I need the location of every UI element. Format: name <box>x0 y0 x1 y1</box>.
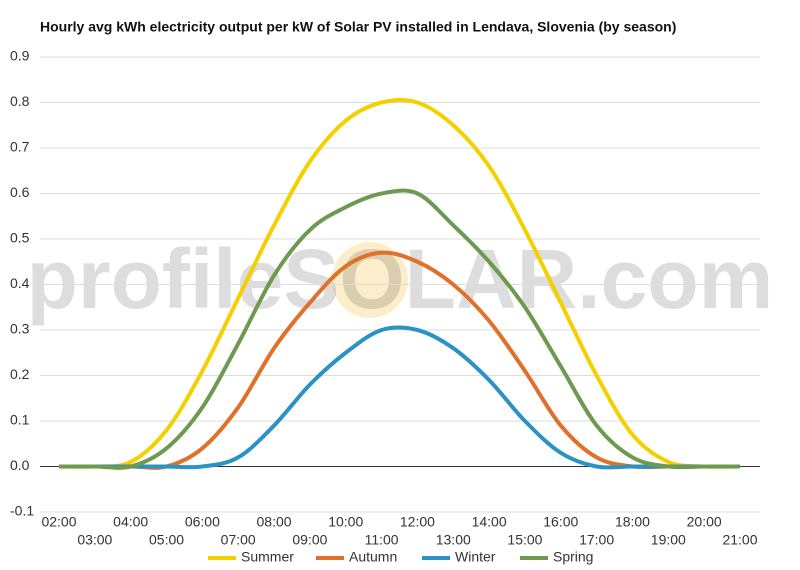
y-tick-label: 0.5 <box>10 230 30 246</box>
x-tick-label: 15:00 <box>507 532 542 548</box>
x-tick-label: 21:00 <box>722 532 757 548</box>
x-tick-label: 04:00 <box>113 514 148 530</box>
series-line <box>58 97 741 469</box>
x-tick-label: 14:00 <box>472 514 507 530</box>
x-tick-label: 05:00 <box>149 532 184 548</box>
series-line <box>59 188 740 470</box>
x-tick-label: 08:00 <box>257 514 292 530</box>
legend-label: Winter <box>455 549 496 565</box>
x-tick-label: 10:00 <box>328 514 363 530</box>
y-tick-label: 0.0 <box>10 457 30 473</box>
y-tick-label: 0.1 <box>10 412 30 428</box>
y-tick-label: 0.4 <box>10 275 30 291</box>
y-tick-label: -0.1 <box>10 503 34 519</box>
y-tick-label: 0.3 <box>10 321 30 337</box>
x-tick-label: 20:00 <box>687 514 722 530</box>
chart-title: Hourly avg kWh electricity output per kW… <box>40 19 676 35</box>
x-tick-label: 11:00 <box>365 532 399 548</box>
x-tick-label: 17:00 <box>579 532 614 548</box>
x-tick-label: 18:00 <box>615 514 650 530</box>
x-tick-label: 07:00 <box>221 532 256 548</box>
series-line <box>59 325 740 470</box>
x-tick-label: 12:00 <box>400 514 435 530</box>
legend-label: Spring <box>553 549 593 565</box>
y-tick-label: 0.7 <box>10 139 30 155</box>
legend-swatch <box>208 556 236 560</box>
legend-swatch <box>316 556 344 560</box>
watermark: profileSOLAR.com <box>27 232 774 326</box>
legend-label: Autumn <box>349 549 397 565</box>
legend-swatch <box>520 556 548 560</box>
x-tick-label: 03:00 <box>77 532 112 548</box>
x-tick-label: 16:00 <box>543 514 578 530</box>
legend-swatch <box>422 556 450 560</box>
x-tick-label: 06:00 <box>185 514 220 530</box>
y-tick-label: 0.6 <box>10 184 30 200</box>
x-tick-label: 19:00 <box>651 532 686 548</box>
x-tick-label: 09:00 <box>292 532 327 548</box>
x-tick-label: 13:00 <box>436 532 471 548</box>
x-tick-label: 02:00 <box>41 514 76 530</box>
y-tick-label: 0.9 <box>10 48 30 64</box>
legend-label: Summer <box>241 549 294 565</box>
y-tick-label: 0.8 <box>10 93 30 109</box>
y-tick-label: 0.2 <box>10 366 30 382</box>
